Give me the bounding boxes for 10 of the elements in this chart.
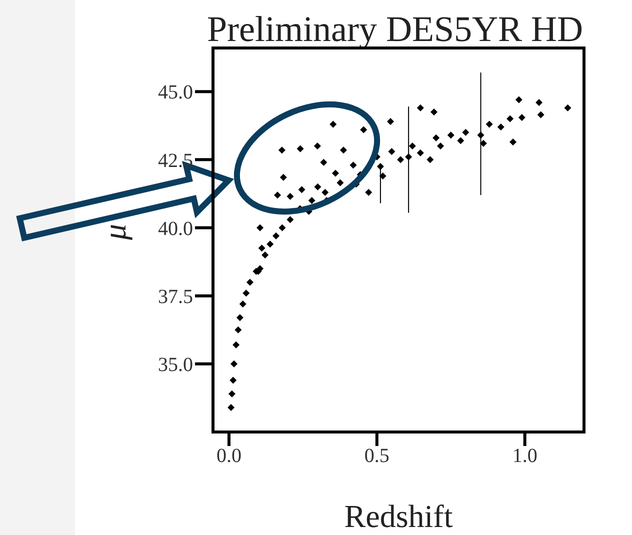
y-axis-title: μ xyxy=(96,224,132,241)
y-tick-label: 40.0 xyxy=(158,218,193,240)
x-tick-label: 0.0 xyxy=(216,445,242,468)
chart-title: Preliminary DES5YR HD xyxy=(206,8,584,50)
x-tick-label: 0.5 xyxy=(364,445,390,468)
y-tick-label: 37.5 xyxy=(158,286,193,308)
y-tick-label: 35.0 xyxy=(158,354,193,376)
y-tick-label: 45.0 xyxy=(158,82,193,104)
x-axis-title: Redshift xyxy=(344,498,453,534)
x-tick-label: 1.0 xyxy=(512,445,538,468)
